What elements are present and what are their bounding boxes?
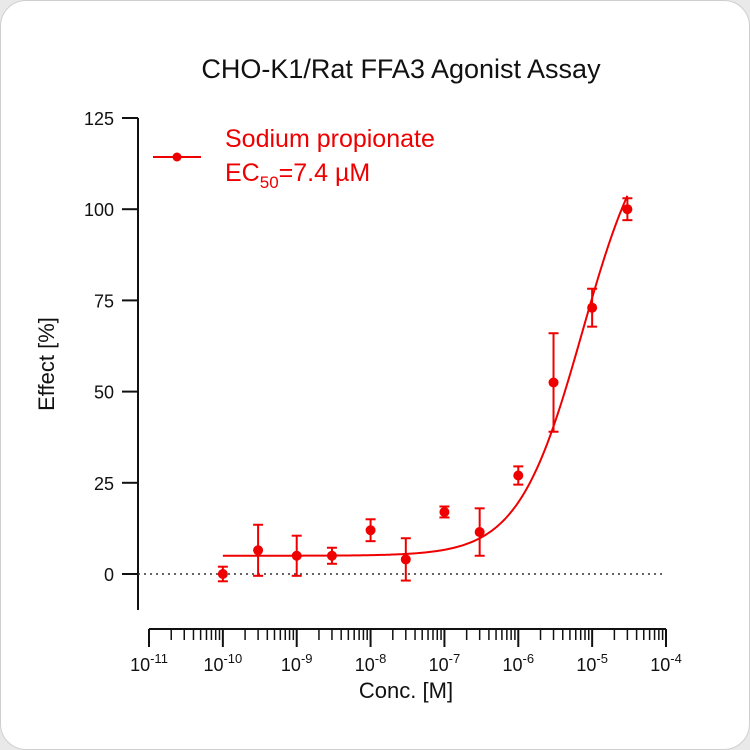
legend-ec50: EC50=7.4 µM <box>225 159 370 192</box>
legend-series-name: Sodium propionate <box>225 125 435 153</box>
legend-dot-marker <box>172 152 182 162</box>
data-point <box>548 332 559 433</box>
y-tick-label: 0 <box>104 565 114 585</box>
y-axis-label: Effect [%] <box>34 317 59 411</box>
data-point <box>253 523 264 577</box>
x-tick-label: 10-6 <box>502 651 534 675</box>
y-tick-label: 125 <box>84 109 114 129</box>
data-point <box>217 565 228 583</box>
x-ticks: 10-11 10-10 10-9 10-8 10-7 10-6 10-5 10-4 <box>130 629 682 675</box>
data-point <box>326 546 337 565</box>
data-point <box>474 507 485 557</box>
data-marker <box>365 525 376 536</box>
legend-ec-sub: 50 <box>260 173 279 192</box>
y-tick-label: 75 <box>94 291 114 311</box>
data-point <box>587 287 598 328</box>
legend-ec-value: =7.4 µM <box>279 159 371 187</box>
x-tick-label: 10-10 <box>203 651 242 675</box>
chart-title: CHO-K1/Rat FFA3 Agonist Assay <box>201 54 601 84</box>
data-marker <box>622 204 633 215</box>
data-marker <box>474 527 485 538</box>
x-axis-label: Conc. [M] <box>359 678 453 703</box>
data-points <box>217 197 633 583</box>
y-tick-label: 100 <box>84 200 114 220</box>
data-marker <box>326 550 337 561</box>
legend: Sodium propionate EC50=7.4 µM <box>153 125 435 192</box>
x-tick-label: 10-11 <box>130 651 168 675</box>
data-marker <box>513 470 524 481</box>
data-marker <box>587 302 598 313</box>
x-tick-label: 10-7 <box>429 651 461 675</box>
data-marker <box>217 569 228 579</box>
x-tick-label: 10-4 <box>650 651 682 675</box>
data-point <box>513 465 524 486</box>
x-tick-label: 10-5 <box>576 651 608 675</box>
y-tick-label: 50 <box>94 383 114 403</box>
data-point <box>622 197 633 222</box>
data-marker <box>291 550 302 561</box>
data-point <box>439 505 450 519</box>
legend-ec-prefix: EC <box>225 159 260 187</box>
data-point <box>365 518 376 543</box>
x-tick-label: 10-8 <box>355 651 387 675</box>
data-point <box>400 537 411 582</box>
data-marker <box>439 506 450 517</box>
data-marker <box>400 554 411 565</box>
x-tick-label: 10-9 <box>281 651 313 675</box>
y-ticks: 0 25 50 75 100 125 <box>84 109 138 585</box>
data-marker <box>253 545 264 556</box>
y-tick-label: 25 <box>94 474 114 494</box>
fit-curve <box>222 195 629 557</box>
data-marker <box>548 377 559 388</box>
data-point <box>291 534 302 577</box>
